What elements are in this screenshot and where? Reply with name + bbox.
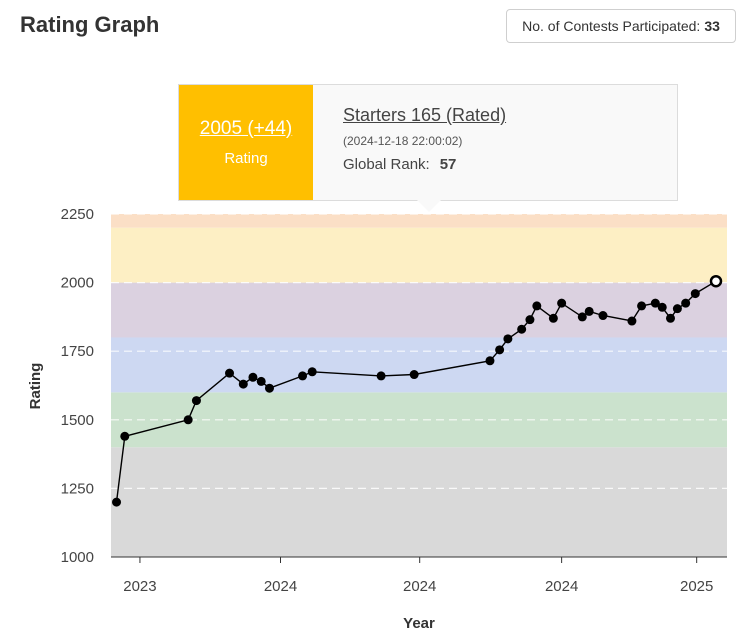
y-tick-label: 1500 (61, 412, 94, 429)
y-tick-label: 2000 (61, 275, 94, 292)
rating-point[interactable] (525, 315, 535, 325)
rating-bands (111, 214, 727, 557)
rating-point[interactable] (681, 298, 691, 308)
rating-band (111, 214, 727, 228)
rating-point[interactable] (183, 415, 193, 425)
rating-point[interactable] (548, 313, 558, 323)
rating-point-selected[interactable] (709, 274, 723, 288)
tooltip-rank-label: Global Rank: (343, 156, 430, 173)
tooltip-global-rank: Global Rank: 57 (343, 156, 506, 173)
rating-point[interactable] (672, 304, 682, 314)
x-tick-label: 2024 (264, 578, 297, 595)
x-tick-label: 2023 (123, 578, 156, 595)
rating-point[interactable] (690, 289, 700, 299)
rating-point[interactable] (650, 298, 660, 308)
rating-band (111, 337, 727, 393)
rating-point[interactable] (248, 372, 258, 382)
rating-point[interactable] (657, 302, 667, 312)
rating-point[interactable] (120, 431, 130, 441)
tooltip-contest-info: Starters 165 (Rated) (2024-12-18 22:00:0… (313, 85, 506, 200)
y-tick-label: 1000 (61, 549, 94, 566)
contests-count-badge: No. of Contests Participated: 33 (506, 9, 736, 43)
rating-point[interactable] (409, 370, 419, 380)
rating-point[interactable] (557, 298, 567, 308)
y-tick-label: 2250 (61, 206, 94, 223)
rating-point[interactable] (485, 356, 495, 366)
x-axis-label: Year (403, 615, 435, 632)
rating-point[interactable] (238, 379, 248, 389)
grid-lines (111, 213, 727, 489)
rating-band (111, 447, 727, 557)
contest-tooltip: 2005 (+44) Rating Starters 165 (Rated) (… (178, 84, 678, 201)
rating-point[interactable] (256, 376, 266, 386)
contests-count-label: No. of Contests Participated: (522, 18, 701, 34)
x-tick-label: 2024 (403, 578, 436, 595)
y-axis-label: Rating (27, 363, 44, 410)
rating-point[interactable] (495, 345, 505, 355)
y-axis-ticks: 1000 1250 1500 1750 2000 2250 (61, 206, 94, 566)
page-title: Rating Graph (20, 12, 160, 37)
y-tick-label: 1750 (61, 343, 94, 360)
x-tick-label: 2024 (545, 578, 578, 595)
rating-series (112, 274, 723, 507)
rating-point[interactable] (307, 367, 317, 377)
rating-point[interactable] (191, 396, 201, 406)
rating-point[interactable] (517, 324, 527, 334)
x-tick-label: 2025 (680, 578, 713, 595)
rating-point[interactable] (532, 301, 542, 311)
rating-point[interactable] (225, 368, 235, 378)
tooltip-contest-link[interactable]: Starters 165 (Rated) (343, 105, 507, 125)
rating-point[interactable] (665, 313, 675, 323)
tooltip-rating-box: 2005 (+44) Rating (179, 85, 313, 200)
rating-point[interactable] (577, 312, 587, 322)
x-axis-ticks: 2023 2024 2024 2024 2025 (123, 557, 713, 595)
rating-band (111, 227, 727, 283)
rating-point[interactable] (584, 306, 594, 316)
rating-point[interactable] (503, 334, 513, 344)
tooltip-contest-date: (2024-12-18 22:00:02) (343, 134, 463, 148)
rating-point[interactable] (598, 311, 608, 321)
contests-count-value: 33 (704, 18, 720, 34)
tooltip-rating-value[interactable]: 2005 (+44) (199, 118, 293, 139)
y-tick-label: 1250 (61, 480, 94, 497)
rating-point[interactable] (637, 301, 647, 311)
rating-band (111, 282, 727, 338)
rating-point[interactable] (264, 383, 274, 393)
rating-point[interactable] (376, 371, 386, 381)
tooltip-rank-value: 57 (439, 156, 457, 173)
rating-point[interactable] (298, 371, 308, 381)
rating-point[interactable] (112, 497, 122, 507)
rating-point[interactable] (627, 316, 637, 326)
tooltip-pointer (416, 199, 442, 212)
tooltip-rating-label: Rating (224, 150, 268, 167)
